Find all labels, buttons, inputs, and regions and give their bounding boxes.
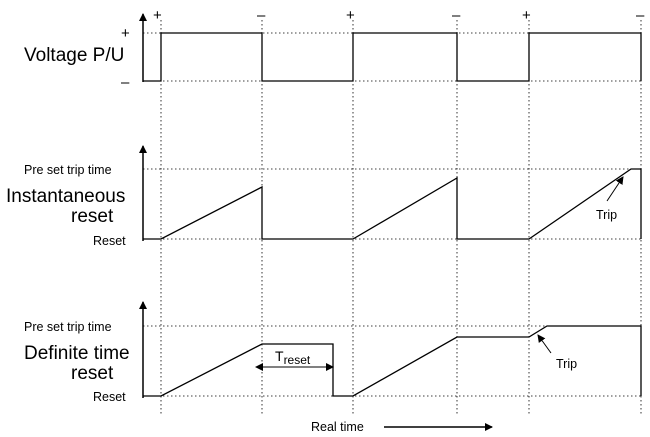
- definite-trip-arrow: [537, 334, 552, 354]
- voltage-minus-label: –: [121, 74, 130, 91]
- instantaneous-trace: [143, 168, 642, 240]
- sign-plus-2: +: [346, 7, 355, 24]
- definite-reset-label: Reset: [93, 390, 126, 404]
- voltage-title: Voltage P/U: [24, 45, 124, 66]
- instantaneous-panel: Pre set trip time Instantaneous reset Re…: [6, 145, 642, 248]
- treset-label: Treset: [275, 348, 311, 367]
- definite-panel: Pre set trip time Definite time reset Re…: [24, 301, 642, 404]
- definite-trip-label: Trip: [556, 357, 577, 371]
- instantaneous-preset-label: Pre set trip time: [24, 163, 112, 177]
- definite-preset-label: Pre set trip time: [24, 320, 112, 334]
- sign-minus-2: –: [452, 7, 461, 24]
- definite-title-2: reset: [71, 363, 114, 384]
- sign-minus-1: –: [257, 7, 266, 24]
- definite-title-1: Definite time: [24, 343, 130, 364]
- sign-plus-1: +: [153, 7, 162, 24]
- vertical-guides: [160, 20, 642, 415]
- instantaneous-reset-label: Reset: [93, 234, 126, 248]
- sign-plus-3: +: [522, 7, 531, 24]
- voltage-trace: [143, 32, 642, 82]
- time-axis: Real time: [311, 420, 493, 434]
- voltage-panel: + – + – + – + – Voltage P/U: [24, 7, 645, 91]
- instantaneous-title-1: Instantaneous: [6, 186, 125, 207]
- sign-minus-3: –: [636, 7, 645, 24]
- voltage-plus-label: +: [121, 25, 130, 42]
- instantaneous-trip-label: Trip: [596, 208, 617, 222]
- instantaneous-trip-arrow: [606, 176, 624, 202]
- time-axis-label: Real time: [311, 420, 364, 434]
- instantaneous-title-2: reset: [71, 206, 114, 227]
- definite-trace: [143, 325, 642, 397]
